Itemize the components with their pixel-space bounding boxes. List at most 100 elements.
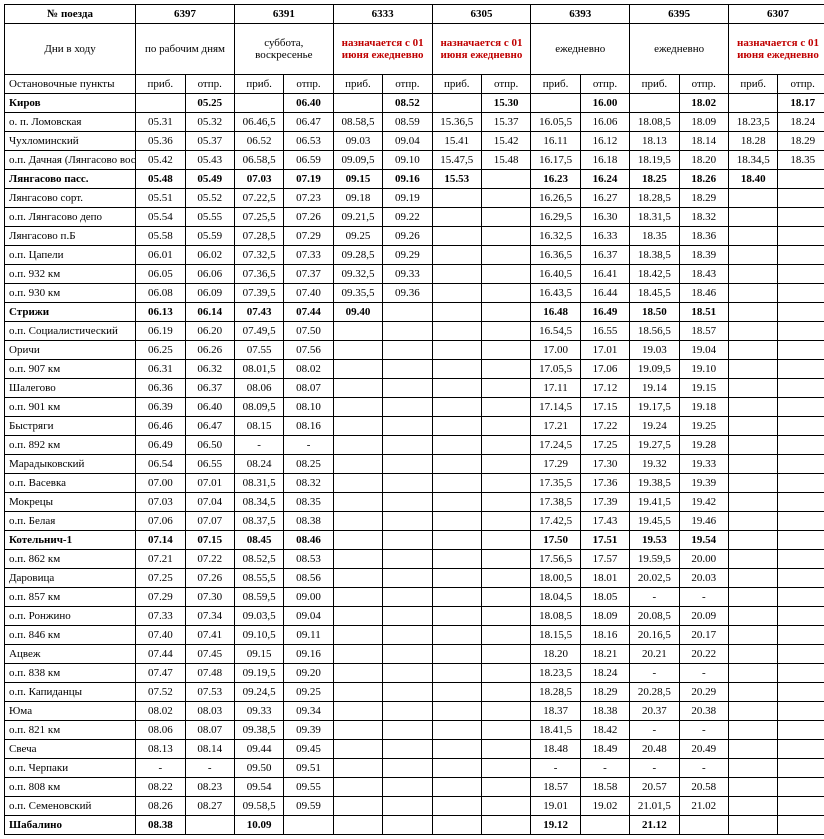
table-row: Лянгасово сорт.05.5105.5207.22,507.2309.… (5, 189, 824, 208)
time-cell (728, 531, 777, 550)
time-cell (333, 531, 382, 550)
time-cell: 16.26,5 (531, 189, 580, 208)
time-cell: 05.54 (136, 208, 185, 227)
time-cell: 19.33 (679, 455, 728, 474)
time-cell: 08.37,5 (234, 512, 283, 531)
time-cell: 18.13 (630, 132, 679, 151)
time-cell: 05.55 (185, 208, 234, 227)
time-cell: 18.28,5 (531, 683, 580, 702)
time-cell: 18.31,5 (630, 208, 679, 227)
header-arr: приб. (333, 75, 382, 94)
time-cell (333, 455, 382, 474)
time-cell: 18.20 (679, 151, 728, 170)
time-cell (728, 341, 777, 360)
station-name: о.п. Капиданцы (5, 683, 136, 702)
time-cell: - (136, 759, 185, 778)
time-cell: 08.22 (136, 778, 185, 797)
time-cell: 19.01 (531, 797, 580, 816)
time-cell: 07.45 (185, 645, 234, 664)
time-cell: 07.14 (136, 531, 185, 550)
time-cell (432, 607, 481, 626)
time-cell: 06.37 (185, 379, 234, 398)
time-cell: 08.03 (185, 702, 234, 721)
time-cell: 19.03 (630, 341, 679, 360)
time-cell: 18.21 (580, 645, 629, 664)
time-cell (481, 778, 530, 797)
time-cell: 17.38,5 (531, 493, 580, 512)
time-cell (679, 816, 728, 835)
time-cell: 16.30 (580, 208, 629, 227)
time-cell (333, 607, 382, 626)
time-cell: 08.27 (185, 797, 234, 816)
time-cell: 09.58,5 (234, 797, 283, 816)
time-cell (778, 626, 824, 645)
time-cell: 20.29 (679, 683, 728, 702)
time-cell (778, 284, 824, 303)
time-cell: 18.20 (531, 645, 580, 664)
time-cell (481, 740, 530, 759)
time-cell: 06.47 (185, 417, 234, 436)
time-cell: 06.06 (185, 265, 234, 284)
time-cell: - (630, 588, 679, 607)
schedule-table: № поезда6397639163336305639363956307 Дни… (4, 4, 824, 835)
time-cell: 19.46 (679, 512, 728, 531)
time-cell (383, 512, 432, 531)
time-cell: 07.44 (284, 303, 333, 322)
header-dep: отпр. (778, 75, 824, 94)
time-cell: 07.01 (185, 474, 234, 493)
time-cell (630, 94, 679, 113)
time-cell: 16.33 (580, 227, 629, 246)
time-cell: 18.02 (679, 94, 728, 113)
time-cell: 17.29 (531, 455, 580, 474)
time-cell (383, 626, 432, 645)
time-cell: 18.48 (531, 740, 580, 759)
time-cell: 07.39,5 (234, 284, 283, 303)
time-cell: 19.25 (679, 417, 728, 436)
time-cell (333, 702, 382, 721)
time-cell (728, 474, 777, 493)
time-cell (383, 436, 432, 455)
station-name: о.п. Семеновский (5, 797, 136, 816)
time-cell: 16.44 (580, 284, 629, 303)
time-cell: 16.41 (580, 265, 629, 284)
time-cell: 19.17,5 (630, 398, 679, 417)
time-cell: - (679, 588, 728, 607)
time-cell: 19.59,5 (630, 550, 679, 569)
time-cell: 16.05,5 (531, 113, 580, 132)
time-cell (383, 664, 432, 683)
time-cell: 06.54 (136, 455, 185, 474)
time-cell: 09.15 (234, 645, 283, 664)
time-cell: - (185, 759, 234, 778)
time-cell: 17.51 (580, 531, 629, 550)
time-cell: 19.41,5 (630, 493, 679, 512)
time-cell (728, 664, 777, 683)
time-cell: 18.23,5 (728, 113, 777, 132)
time-cell (383, 322, 432, 341)
time-cell (778, 816, 824, 835)
time-cell: 19.15 (679, 379, 728, 398)
time-cell: 18.41,5 (531, 721, 580, 740)
station-name: Шалегово (5, 379, 136, 398)
time-cell: 09.03 (333, 132, 382, 151)
time-cell (432, 189, 481, 208)
time-cell: 08.16 (284, 417, 333, 436)
time-cell (728, 208, 777, 227)
header-arr: приб. (630, 75, 679, 94)
table-row: о.п. 892 км06.4906.50--17.24,517.2519.27… (5, 436, 824, 455)
time-cell (432, 322, 481, 341)
time-cell (432, 569, 481, 588)
time-cell: 18.01 (580, 569, 629, 588)
time-cell: 08.32 (284, 474, 333, 493)
station-name: Чухломинский (5, 132, 136, 151)
time-cell (432, 664, 481, 683)
time-cell (333, 417, 382, 436)
station-name: Марадыковский (5, 455, 136, 474)
time-cell: - (234, 436, 283, 455)
time-cell (432, 759, 481, 778)
time-cell: 18.36 (679, 227, 728, 246)
time-cell: 07.34 (185, 607, 234, 626)
time-cell: 06.14 (185, 303, 234, 322)
time-cell: 07.07 (185, 512, 234, 531)
time-cell: 09.59 (284, 797, 333, 816)
time-cell (383, 778, 432, 797)
